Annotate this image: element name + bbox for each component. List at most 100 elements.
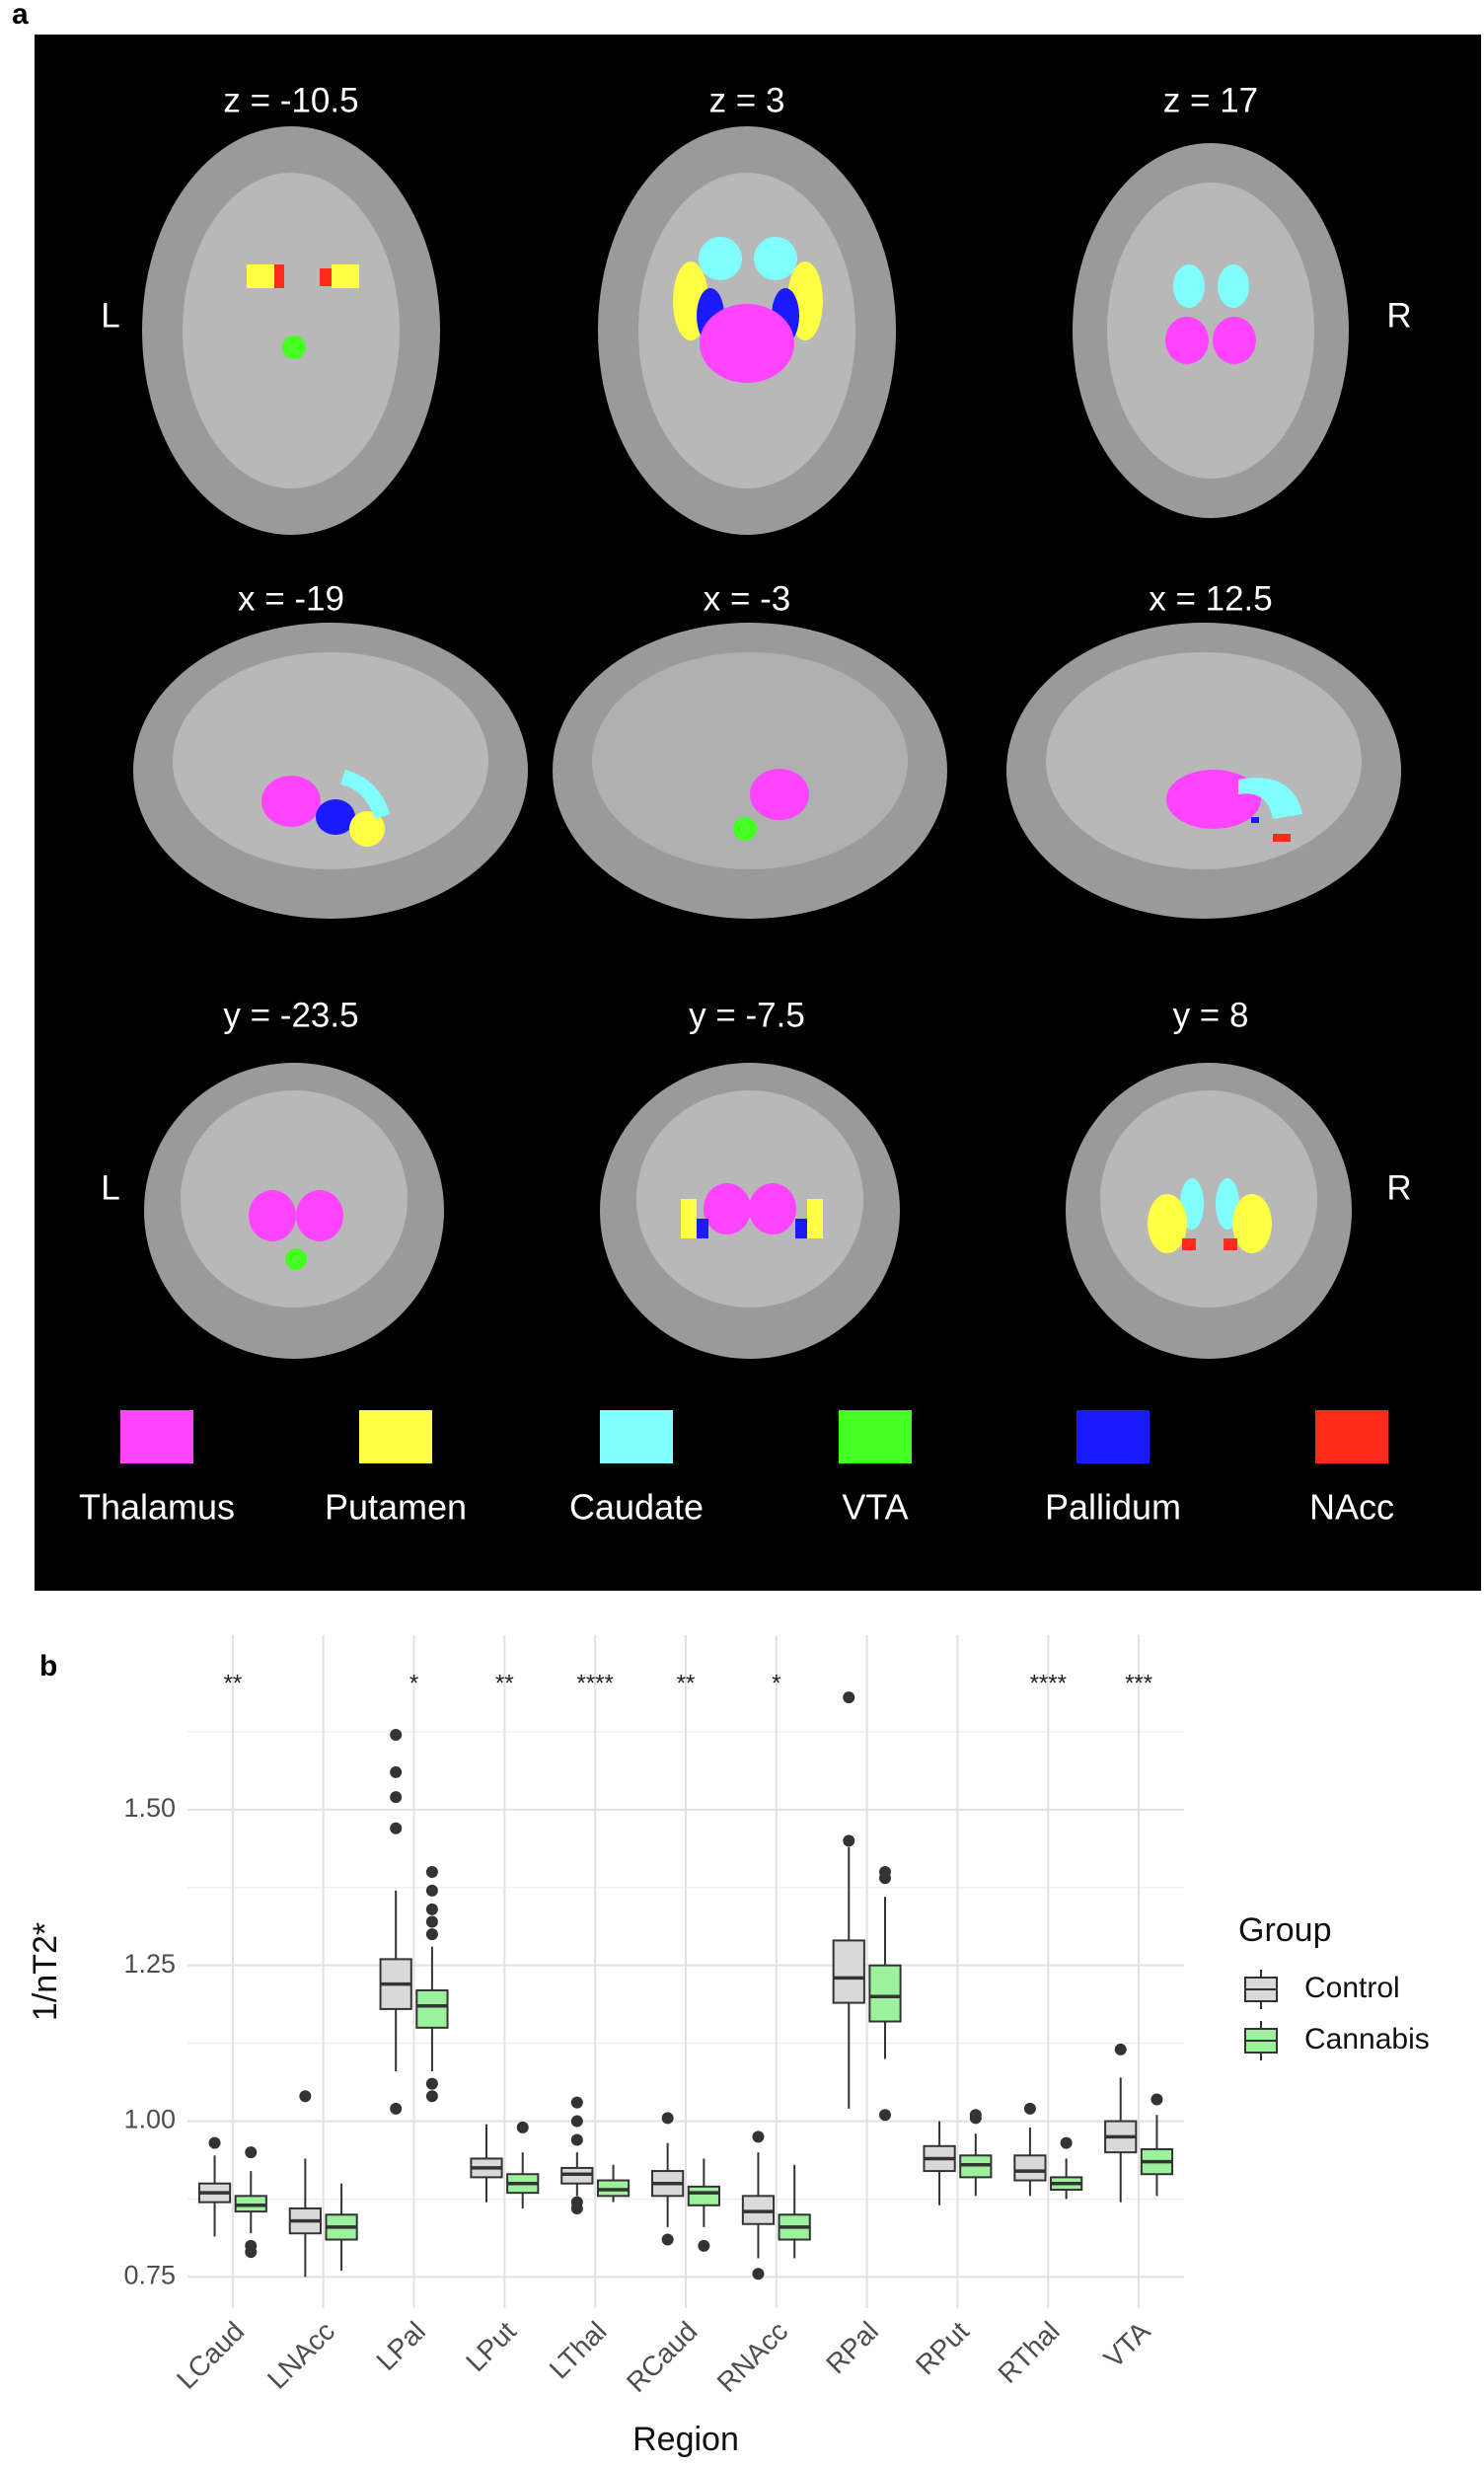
region-blob xyxy=(1182,1238,1196,1250)
x-tick-label: LNAcc xyxy=(261,2316,340,2395)
outlier xyxy=(425,1915,438,1928)
outlier xyxy=(843,1691,855,1704)
legend-swatch xyxy=(120,1410,193,1463)
y-tick-label: 0.75 xyxy=(123,2261,176,2290)
x-tick-label: RNAcc xyxy=(711,2316,794,2399)
slice-label: y = -7.5 xyxy=(689,996,805,1034)
legend-swatch xyxy=(1076,1410,1150,1463)
slice-label: y = 8 xyxy=(1173,996,1249,1034)
significance-label: *** xyxy=(1125,1670,1152,1696)
outlier xyxy=(698,2239,710,2252)
y-tick-label: 1.25 xyxy=(123,1949,176,1979)
outlier xyxy=(390,1791,403,1804)
significance-label: **** xyxy=(577,1670,614,1696)
x-tick-label: RCaud xyxy=(621,2316,704,2399)
x-tick-label: VTA xyxy=(1098,2315,1156,2373)
brain-slices xyxy=(133,126,1401,1359)
outlier xyxy=(425,2090,438,2103)
x-axis-label: Region xyxy=(632,2421,739,2458)
region-blob xyxy=(1224,1238,1237,1250)
brain-slice xyxy=(183,173,400,488)
region-blob xyxy=(749,1183,796,1234)
region-blob xyxy=(247,264,274,288)
x-tick-label: LCaud xyxy=(171,2316,250,2395)
outlier xyxy=(390,1765,403,1778)
brain-slice xyxy=(592,652,908,869)
brain-slice xyxy=(1100,1090,1317,1308)
legend-label: Control xyxy=(1304,1972,1400,2004)
outlier xyxy=(752,2268,765,2280)
side-label: L xyxy=(101,296,119,335)
region-blob xyxy=(1213,317,1256,364)
outlier xyxy=(843,1834,855,1847)
legend-label: Thalamus xyxy=(79,1487,235,1528)
region-blob xyxy=(700,304,794,383)
region-blob xyxy=(285,1248,307,1270)
region-blob xyxy=(249,1190,296,1241)
region-blob xyxy=(349,811,385,847)
outlier xyxy=(245,2246,258,2259)
outlier xyxy=(570,2096,583,2109)
outlier xyxy=(570,2202,583,2214)
slice-label: x = 12.5 xyxy=(1149,579,1273,618)
box xyxy=(832,1939,865,2004)
side-label: R xyxy=(1386,1168,1411,1207)
box xyxy=(1013,2154,1047,2182)
brain-slice xyxy=(1046,652,1362,869)
legend-label: VTA xyxy=(842,1487,908,1528)
region-blob xyxy=(807,1199,823,1238)
brain-slice xyxy=(1107,183,1314,479)
region-blob xyxy=(340,770,390,819)
region-blob xyxy=(1165,317,1209,364)
outlier xyxy=(390,1729,403,1742)
region-blob xyxy=(754,237,797,280)
y-axis-label: 1/nT2* xyxy=(27,1922,64,2021)
box xyxy=(868,1964,902,2023)
slice-label: z = 17 xyxy=(1163,81,1258,119)
x-tick-label: LThal xyxy=(544,2316,613,2385)
legend-label: Putamen xyxy=(325,1487,467,1528)
region-blob xyxy=(332,264,359,288)
x-tick-label: RThal xyxy=(992,2316,1065,2389)
region-blob xyxy=(296,1190,343,1241)
significance-label: ** xyxy=(495,1670,514,1696)
outlier xyxy=(425,1884,438,1897)
x-tick-label: RPut xyxy=(910,2315,975,2380)
side-label: R xyxy=(1386,296,1411,335)
side-label: L xyxy=(101,1168,119,1207)
region-blob xyxy=(1238,778,1302,819)
brain-slice xyxy=(173,652,488,869)
legend-label: NAcc xyxy=(1309,1487,1394,1528)
brain-slice xyxy=(181,1090,408,1308)
legend-label: Caudate xyxy=(569,1487,704,1528)
slice-label: z = 3 xyxy=(709,81,785,119)
outlier xyxy=(425,2077,438,2090)
box xyxy=(415,1988,449,2029)
region-blob xyxy=(681,1199,697,1238)
legend-swatch xyxy=(839,1410,912,1463)
legend-swatch xyxy=(359,1410,432,1463)
significance-label: ** xyxy=(224,1670,243,1696)
slice-label: y = -23.5 xyxy=(223,996,358,1034)
region-blob xyxy=(699,237,742,280)
panel-label: b xyxy=(39,1650,57,1682)
legend-label: Cannabis xyxy=(1304,2023,1430,2056)
y-tick-label: 1.00 xyxy=(123,2105,176,2134)
outlier xyxy=(208,2136,221,2149)
region-blob xyxy=(261,776,321,827)
legend-label: Pallidum xyxy=(1045,1487,1181,1528)
region-blob xyxy=(1173,264,1205,308)
region-blob xyxy=(1218,264,1249,308)
outlier xyxy=(879,2109,891,2122)
outlier xyxy=(425,1865,438,1878)
region-blob xyxy=(795,1219,807,1238)
outlier xyxy=(1060,2136,1073,2149)
outlier xyxy=(516,2121,529,2133)
region-blob xyxy=(1251,817,1259,823)
legend-swatch xyxy=(600,1410,673,1463)
region-blob xyxy=(750,769,809,820)
legend-title: Group xyxy=(1238,1911,1332,1949)
panel-label: a xyxy=(12,0,29,31)
legend-swatch xyxy=(1315,1410,1388,1463)
outlier xyxy=(969,2109,982,2122)
